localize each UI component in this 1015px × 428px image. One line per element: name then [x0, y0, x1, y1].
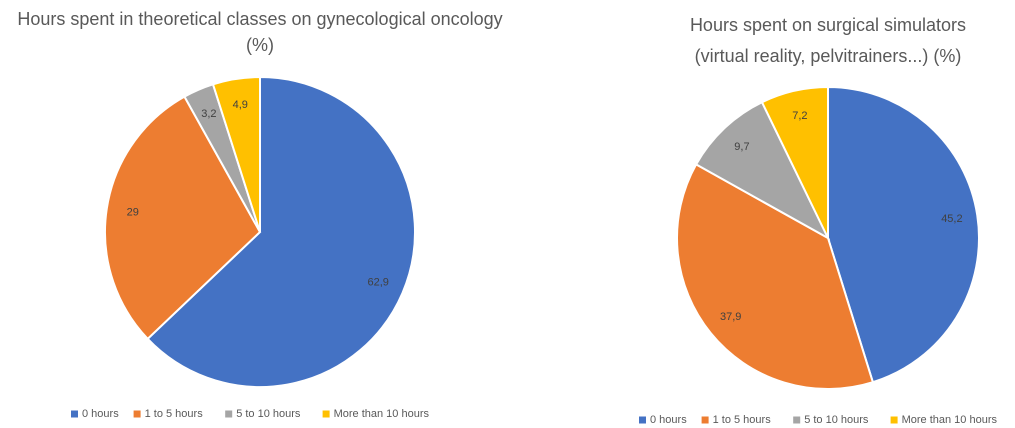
chart-title: Hours spent in theoretical classes on gy…	[17, 9, 502, 29]
data-label: 3,2	[201, 108, 216, 120]
legend-label: 5 to 10 hours	[236, 408, 301, 420]
pie-slice	[760, 85, 829, 239]
legend-swatch	[793, 416, 801, 424]
data-label: 9,7	[734, 141, 749, 153]
legend-label: More than 10 hours	[334, 408, 430, 420]
legend-label: 0 hours	[82, 408, 119, 420]
data-label: 29	[127, 207, 139, 219]
legend-swatch	[322, 410, 330, 418]
legend-label: 0 hours	[650, 414, 687, 426]
pie-slice	[694, 100, 831, 241]
data-label: 7,2	[792, 110, 807, 122]
pie-slice	[104, 95, 262, 341]
legend-swatch	[71, 410, 78, 418]
data-label: 62,9	[368, 277, 389, 289]
legend-swatch	[133, 410, 141, 418]
legend-label: 5 to 10 hours	[804, 414, 869, 426]
pie-slice	[827, 85, 980, 384]
data-label: 4,9	[233, 99, 248, 111]
data-label: 37,9	[720, 311, 741, 323]
legend-label: 1 to 5 hours	[713, 414, 772, 426]
pie-slice	[146, 75, 416, 388]
chart-title: Hours spent on surgical simulators	[690, 15, 966, 35]
legend-swatch	[890, 416, 898, 424]
data-label: 45,2	[941, 213, 962, 225]
legend-swatch	[225, 410, 233, 418]
legend-label: 1 to 5 hours	[145, 408, 204, 420]
legend-swatch	[701, 416, 709, 424]
pie-slice	[676, 163, 875, 390]
chart-title: (%)	[246, 35, 274, 55]
legend-swatch	[639, 416, 646, 424]
legend-label: More than 10 hours	[902, 414, 998, 426]
pie-slice	[211, 75, 261, 233]
chart-title: (virtual reality, pelvitrainers...) (%)	[695, 46, 962, 66]
